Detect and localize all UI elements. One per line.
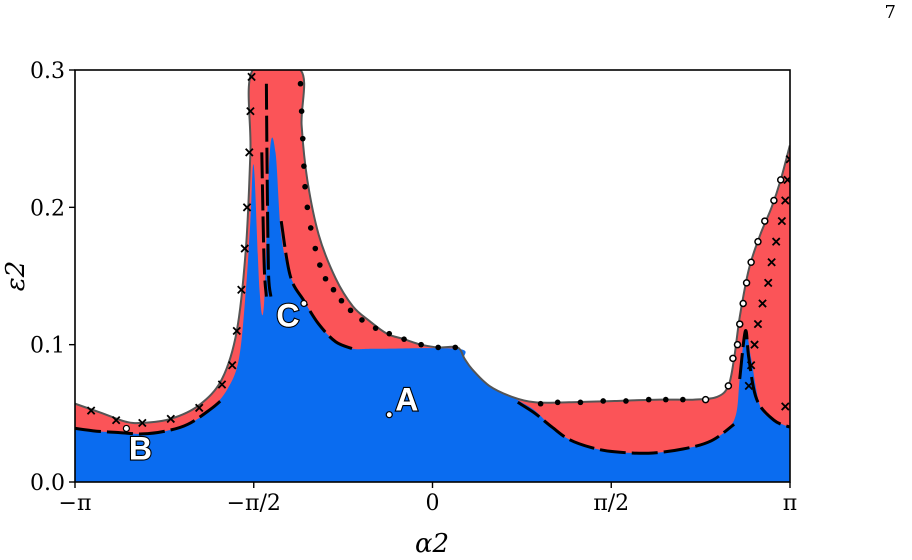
open-circle-marker	[747, 258, 755, 267]
dot-marker	[662, 396, 669, 403]
dashed-curve	[738, 329, 790, 429]
y-tick-label: 0.2	[30, 196, 65, 221]
dot-marker	[435, 344, 441, 351]
dot-marker	[401, 336, 407, 342]
cross-marker	[166, 414, 176, 424]
dot-marker	[452, 344, 459, 351]
point-c-marker	[300, 299, 308, 308]
point-b-marker	[122, 424, 130, 433]
dot-marker	[338, 297, 345, 304]
open-circle-marker	[735, 320, 744, 328]
dashed-curve	[279, 220, 354, 351]
y-tick-label: 0.1	[30, 334, 65, 359]
open-circle-marker	[729, 354, 737, 363]
x-tick-label: π/2	[593, 491, 629, 516]
cross-marker	[746, 361, 756, 370]
dot-marker	[304, 204, 311, 211]
open-circle-marker	[724, 382, 733, 390]
cross-marker	[138, 418, 147, 428]
y-tick-label: 0.0	[30, 471, 65, 496]
y-axis-label: ε2	[1, 261, 31, 292]
open-circle-marker	[761, 217, 769, 225]
blue-region	[75, 137, 790, 482]
cross-marker	[227, 361, 237, 370]
x-tick-label: −π/2	[227, 491, 281, 516]
cross-marker	[771, 237, 781, 246]
cross-marker	[758, 299, 767, 308]
dot-marker	[302, 183, 308, 190]
cross-marker	[781, 402, 790, 411]
dot-marker	[298, 108, 305, 114]
dashed-curve	[264, 83, 273, 297]
dot-marker	[418, 341, 424, 348]
cross-marker	[194, 403, 204, 413]
dot-marker	[347, 307, 354, 314]
cross-marker	[246, 106, 255, 116]
open-circle-marker	[754, 237, 762, 246]
dot-marker	[330, 286, 337, 293]
open-circle-marker	[742, 279, 751, 287]
cross-marker	[111, 415, 121, 425]
point-a-marker	[385, 411, 393, 419]
dashed-curve	[516, 401, 736, 455]
point-a-label: A	[395, 382, 418, 418]
cross-marker	[247, 72, 256, 82]
dot-marker	[577, 399, 584, 406]
open-circle-marker	[733, 340, 742, 349]
point-c-label: C	[276, 297, 299, 333]
dot-marker	[372, 325, 379, 331]
dot-marker	[359, 317, 365, 323]
cross-marker	[237, 285, 246, 294]
cross-marker	[240, 244, 249, 253]
dot-marker	[299, 135, 306, 142]
dot-marker	[386, 330, 393, 337]
page-number: 7	[884, 2, 896, 23]
dot-marker	[317, 262, 323, 268]
dashed-curve	[260, 152, 268, 297]
dot-marker	[312, 245, 319, 252]
cross-marker	[767, 258, 776, 267]
cross-marker	[744, 381, 754, 391]
cross-marker	[242, 203, 252, 212]
dot-marker	[537, 400, 544, 407]
open-circle-marker	[701, 395, 710, 404]
open-circle-marker	[739, 299, 747, 308]
cross-marker	[245, 148, 254, 157]
cross-marker	[753, 319, 763, 329]
point-b-label: B	[129, 430, 152, 466]
open-circle-marker	[770, 196, 778, 205]
x-tick-label: 0	[426, 491, 440, 516]
cross-marker	[777, 216, 787, 226]
dashed-curve	[75, 398, 223, 436]
y-tick-label: 0.3	[30, 59, 65, 84]
dot-marker	[297, 80, 304, 87]
dot-marker	[600, 398, 606, 404]
cross-marker	[232, 326, 242, 336]
dot-marker	[645, 396, 652, 403]
cross-marker	[217, 380, 227, 389]
dot-marker	[307, 225, 314, 231]
dot-marker	[623, 398, 629, 404]
x-axis-label: α2	[415, 529, 449, 559]
dot-marker	[301, 163, 307, 169]
cross-marker	[750, 340, 759, 349]
dot-marker	[554, 399, 561, 406]
dot-marker	[322, 275, 329, 282]
cross-marker	[781, 196, 790, 205]
x-tick-label: −π	[59, 491, 92, 516]
dot-marker	[680, 396, 686, 403]
x-tick-label: π	[783, 491, 797, 516]
open-circle-marker	[776, 176, 785, 184]
cross-marker	[763, 278, 773, 288]
cross-marker	[86, 406, 96, 415]
